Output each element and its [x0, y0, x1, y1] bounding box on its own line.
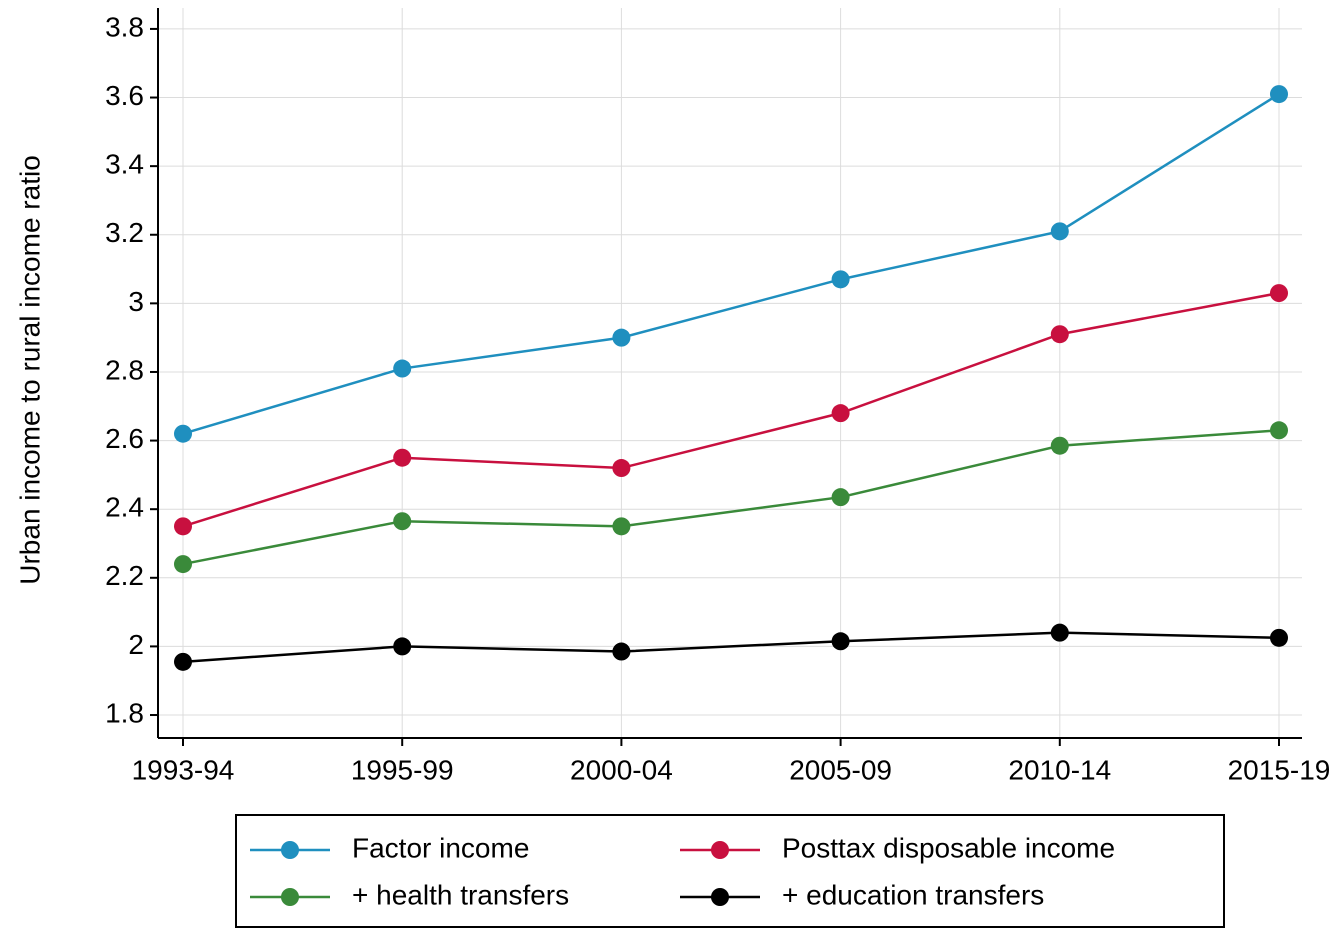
y-tick-label: 2.4 — [105, 492, 144, 523]
data-point — [174, 424, 192, 443]
y-tick-label: 3.8 — [105, 11, 144, 42]
data-point — [174, 555, 192, 574]
y-tick-label: 2.2 — [105, 560, 144, 591]
x-tick-label: 2000-04 — [570, 754, 673, 785]
x-tick-label: 1993-94 — [132, 754, 235, 785]
legend-label: Posttax disposable income — [782, 832, 1115, 863]
y-tick-label: 2.8 — [105, 354, 144, 385]
y-tick-label: 2 — [128, 629, 144, 660]
legend-label: + health transfers — [352, 879, 569, 910]
data-point — [393, 512, 412, 531]
data-point — [612, 642, 631, 661]
legend-label: + education transfers — [782, 879, 1044, 910]
legend-marker — [711, 841, 729, 859]
x-tick-label: 1995-99 — [351, 754, 454, 785]
y-tick-label: 3.2 — [105, 217, 144, 248]
data-point — [831, 270, 850, 289]
data-point — [1270, 421, 1288, 440]
y-tick-label: 3.4 — [105, 149, 144, 180]
data-point — [1270, 628, 1288, 647]
data-point — [1050, 325, 1069, 344]
x-tick-label: 2005-09 — [789, 754, 892, 785]
data-point — [1270, 284, 1288, 303]
series-line — [182, 429, 1280, 566]
legend-marker — [711, 888, 729, 906]
x-tick-label: 2010-14 — [1008, 754, 1111, 785]
y-tick-label: 1.8 — [105, 697, 144, 728]
data-point — [831, 404, 850, 423]
data-point — [393, 448, 412, 467]
data-point — [612, 459, 631, 478]
data-point — [612, 517, 631, 536]
data-point — [393, 359, 412, 378]
series-line — [182, 93, 1280, 435]
legend-marker — [281, 841, 299, 859]
y-tick-label: 3.6 — [105, 80, 144, 111]
y-axis-label: Urban income to rural income ratio — [14, 155, 45, 585]
y-tick-label: 2.6 — [105, 423, 144, 454]
data-point — [174, 517, 192, 536]
x-tick-label: 2015-19 — [1228, 754, 1331, 785]
data-point — [612, 328, 631, 347]
legend-box — [235, 814, 1225, 928]
data-point — [1050, 436, 1069, 455]
data-point — [174, 652, 192, 671]
series-line — [182, 631, 1280, 664]
data-point — [1050, 222, 1069, 241]
series-line — [182, 291, 1280, 528]
data-point — [1270, 85, 1288, 104]
data-point — [1050, 623, 1069, 642]
data-point — [393, 637, 412, 656]
data-point — [831, 632, 850, 651]
legend-label: Factor income — [352, 832, 529, 863]
data-point — [831, 488, 850, 507]
legend-marker — [281, 888, 299, 906]
y-tick-label: 3 — [128, 286, 144, 317]
